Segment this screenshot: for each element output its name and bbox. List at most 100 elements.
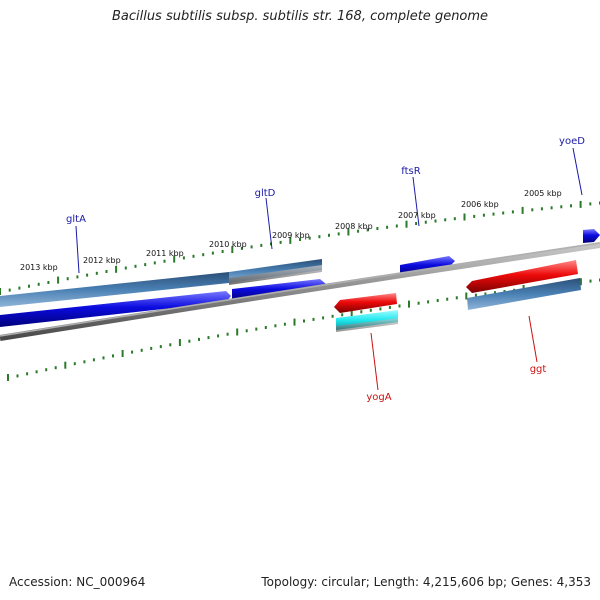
ruler-minor-tick <box>240 246 243 250</box>
ruler-minor-tick <box>8 288 11 292</box>
genome-backbone-highlight <box>0 242 600 337</box>
gene-bar-gltA[interactable] <box>0 272 229 307</box>
ruler-minor-tick <box>494 291 496 295</box>
ruler-major-tick <box>405 220 408 228</box>
kbp-label: 2010 kbp <box>209 240 247 249</box>
ruler-minor-tick <box>473 214 476 218</box>
cds-arrow-yogA[interactable] <box>334 293 397 313</box>
ruler-major-tick <box>289 236 292 244</box>
gene-label-yoeD[interactable]: yoeD <box>559 136 585 147</box>
ruler-minor-tick <box>202 253 205 257</box>
ruler-major-tick <box>121 350 124 357</box>
rna-bar-yogA-shadow <box>336 318 398 332</box>
ruler-minor-tick <box>328 233 330 237</box>
ruler-minor-tick <box>474 293 477 297</box>
ruler-minor-tick <box>434 219 437 223</box>
ruler-minor-tick <box>144 263 147 267</box>
ruler-minor-tick <box>188 339 191 343</box>
ruler-minor-tick <box>217 334 220 338</box>
ruler-minor-tick <box>511 210 514 214</box>
leader-line-gltA <box>75 225 80 274</box>
kbp-labels: 2013 kbp 2012 kbp 2011 kbp 2010 kbp 2009… <box>20 189 562 272</box>
ruler-minor-tick <box>37 282 40 286</box>
ruler-minor-tick <box>589 279 592 283</box>
ruler-minor-tick <box>112 354 114 358</box>
ruler-minor-tick <box>376 227 379 230</box>
ruler-minor-tick <box>102 356 105 360</box>
ruler-major-tick <box>293 318 296 326</box>
ruler-minor-tick <box>264 326 267 329</box>
ruler-minor-tick <box>308 236 311 240</box>
ruler-minor-tick <box>331 314 334 318</box>
ruler-minor-tick <box>436 299 439 302</box>
genome-backbone <box>0 242 600 341</box>
ruler-minor-tick <box>250 245 253 249</box>
ruler-minor-tick <box>92 358 95 362</box>
ruler-major-tick <box>408 300 410 308</box>
ruler-minor-tick <box>299 238 301 241</box>
kbp-label: 2007 kbp <box>398 211 436 220</box>
ruler-minor-tick <box>16 374 19 378</box>
kbp-label: 2006 kbp <box>461 200 499 209</box>
ruler-minor-tick <box>18 286 21 290</box>
ruler-major-tick <box>115 265 118 273</box>
ruler-minor-tick <box>226 332 229 336</box>
ruler-minor-tick <box>153 261 156 265</box>
ruler-minor-tick <box>66 277 69 281</box>
ruler-minor-tick <box>245 329 248 333</box>
gene-bar-ggt[interactable] <box>467 278 581 310</box>
leader-line-yogA <box>370 332 379 391</box>
ruler-major-tick <box>7 374 9 381</box>
ruler-minor-tick <box>26 372 29 376</box>
ruler-minor-tick <box>415 222 418 225</box>
ruler-major-tick <box>347 228 350 236</box>
ruler-minor-tick <box>182 256 185 260</box>
ruler-minor-tick <box>424 220 427 224</box>
ruler-minor-tick <box>163 259 166 263</box>
ruler-minor-tick <box>550 206 553 210</box>
cds-arrow-yoeD[interactable] <box>583 229 600 243</box>
ruler-minor-tick <box>337 232 340 236</box>
ruler-minor-tick <box>453 217 456 221</box>
ruler-major-tick <box>64 361 67 369</box>
ruler-minor-tick <box>589 202 592 206</box>
ruler-minor-tick <box>446 297 449 301</box>
ruler-minor-tick <box>322 316 325 320</box>
ruler-minor-tick <box>159 345 162 349</box>
ruler-minor-tick <box>150 346 153 350</box>
gene-label-gltD[interactable]: gltD <box>255 188 276 199</box>
ruler-minor-tick <box>531 208 534 212</box>
gene-label-ftsR[interactable]: ftsR <box>401 166 420 177</box>
gene-label-ggt[interactable]: ggt <box>530 364 547 375</box>
ruler-minor-tick <box>211 251 214 255</box>
gene-label-gltA[interactable]: gltA <box>66 214 86 225</box>
cds-arrow-ggt[interactable] <box>466 260 578 293</box>
leader-line-yoeD <box>572 147 583 196</box>
ruler-minor-tick <box>86 273 89 277</box>
gene-leader-lines <box>75 147 583 391</box>
ruler-major-tick <box>0 288 1 295</box>
ruler-minor-tick <box>379 307 382 311</box>
ruler-minor-tick <box>255 327 258 331</box>
gene-label-yogA[interactable]: yogA <box>366 392 391 403</box>
ruler-minor-tick <box>427 300 430 304</box>
ruler-minor-tick <box>35 370 38 374</box>
ruler-major-tick <box>57 276 60 284</box>
ruler-major-tick <box>178 339 181 346</box>
ruler-major-tick <box>173 255 176 263</box>
kbp-label: 2011 kbp <box>146 249 184 258</box>
ruler-minor-tick <box>398 304 401 308</box>
ruler-major-tick <box>579 278 582 286</box>
ruler-major-tick <box>231 246 234 253</box>
ruler-minor-tick <box>169 343 172 347</box>
ruler-minor-tick <box>357 229 360 233</box>
ruler-minor-tick <box>502 211 505 215</box>
ruler-minor-tick <box>131 350 134 354</box>
ruler-minor-tick <box>318 235 321 239</box>
ruler-minor-tick <box>95 271 98 275</box>
kbp-label: 2008 kbp <box>335 222 373 231</box>
cds-arrow-gltA[interactable] <box>0 291 231 327</box>
leader-line-gltD <box>265 197 273 250</box>
ruler-minor-tick <box>369 308 372 312</box>
